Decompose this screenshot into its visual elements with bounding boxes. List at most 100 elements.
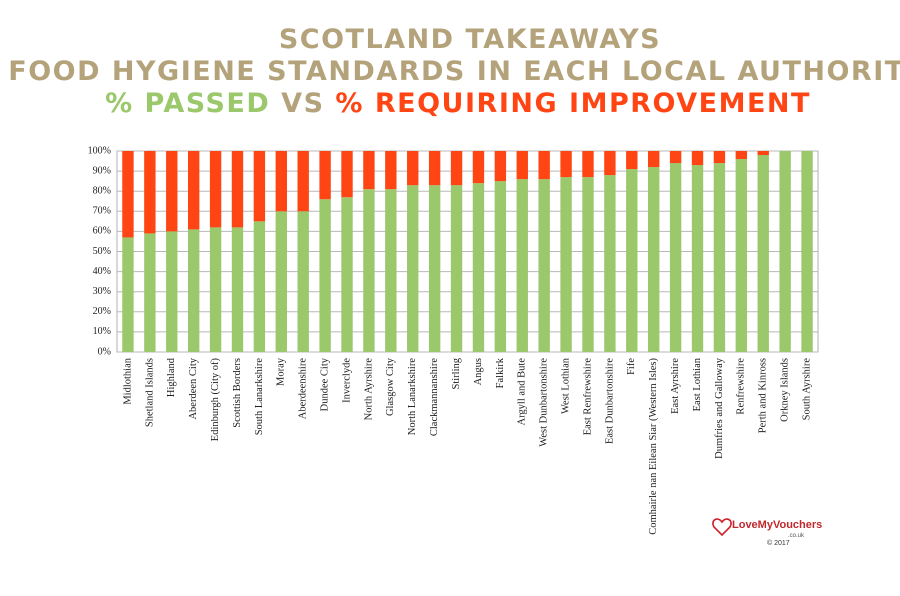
bar-segment <box>713 163 726 352</box>
bar-segment <box>209 151 222 228</box>
bar-segment <box>560 177 572 352</box>
x-tick-label: Orkney Islands <box>780 358 791 422</box>
bar-segment <box>735 151 748 160</box>
bar-segment <box>363 189 375 352</box>
bar-segment <box>582 151 594 178</box>
x-tick-label: West Dunbartonshire <box>539 358 550 447</box>
y-tick-label: 70% <box>93 206 111 217</box>
bar-segment <box>450 151 463 186</box>
y-tick-label: 50% <box>93 246 111 257</box>
bar-segment <box>407 151 419 186</box>
bar-segment <box>144 151 156 234</box>
x-tick-label: Clackmannanshire <box>429 358 440 436</box>
logo-name: LoveMyVouchers <box>732 519 822 531</box>
x-tick-label: Edinburgh (City of) <box>210 357 221 441</box>
bar-segment <box>779 151 791 352</box>
x-tick-label: Aberdeenshire <box>298 358 309 420</box>
x-tick-label: Dumfries and Galloway <box>714 357 725 459</box>
bar-segment <box>582 177 594 352</box>
x-tick-label: Perth and Kinross <box>758 358 769 433</box>
x-tick-label: West Lothian <box>560 357 571 414</box>
x-tick-label: East Lothian <box>692 357 703 411</box>
x-tick-label: Falkirk <box>495 357 506 388</box>
bar-segment <box>516 151 528 180</box>
bar-segment <box>231 151 244 228</box>
bar-segment <box>341 197 353 352</box>
bar-segment <box>187 229 200 352</box>
y-tick-label: 90% <box>93 165 111 176</box>
bar-segment <box>122 151 134 238</box>
x-tick-label: Fife <box>626 358 637 375</box>
x-tick-label: South Lanarkshire <box>254 358 265 436</box>
legend-entry: % PASSED <box>105 88 270 119</box>
bar-segment <box>428 185 441 352</box>
bar-segment <box>560 151 572 178</box>
bar-segment <box>472 183 485 352</box>
bar-segment <box>166 151 178 232</box>
x-tick-label: North Ayrshire <box>363 358 374 421</box>
x-tick-label: Stirling <box>451 357 462 389</box>
bar-segment <box>472 151 485 184</box>
bar-segment <box>319 199 331 352</box>
bar-segment <box>626 169 638 352</box>
bar-segment <box>385 151 397 190</box>
bar-segment <box>691 165 704 352</box>
y-tick-label: 60% <box>93 226 111 237</box>
x-tick-label: South Ayrshire <box>801 358 812 421</box>
bar-segment <box>604 151 616 176</box>
bar-segment <box>166 231 178 352</box>
y-tick-label: 20% <box>93 306 111 317</box>
x-tick-label: East Ayrshire <box>670 358 681 414</box>
bar-segment <box>341 151 353 198</box>
bar-segment <box>407 185 419 352</box>
logo-heart <box>712 518 732 537</box>
x-tick-label: Aberdeen City <box>188 357 199 419</box>
x-tick-label: North Lanarkshire <box>407 358 418 436</box>
logo-copyright: © 2017 <box>767 539 790 547</box>
bar-segment <box>122 237 134 352</box>
bar-segment <box>713 151 726 164</box>
x-tick-label: Dundee City <box>320 357 331 411</box>
bar-segment <box>757 155 769 352</box>
x-tick-label: Highland <box>166 357 177 397</box>
bar-segment <box>253 221 266 352</box>
bar-segment <box>494 151 507 182</box>
bar-segment <box>669 151 682 164</box>
bar-segment <box>604 175 616 352</box>
bar-segment <box>538 179 550 352</box>
bar-segment <box>735 159 748 352</box>
bar-segment <box>144 233 156 352</box>
bar-segment <box>297 211 309 352</box>
logo: LoveMyVouchers .co.uk © 2017 <box>712 518 822 547</box>
x-tick-label: Moray <box>276 357 287 386</box>
y-tick-label: 40% <box>93 266 111 277</box>
x-tick-label: Midlothian <box>122 357 133 404</box>
y-tick-label: 100% <box>88 145 111 156</box>
x-tick-label: Angus <box>473 358 484 385</box>
bar-segment <box>385 189 397 352</box>
logo-domain: .co.uk <box>788 533 805 539</box>
x-tick-label: East Renfrewshire <box>582 358 593 436</box>
x-tick-label: Inverclyde <box>341 358 352 403</box>
bar-segment <box>648 151 660 168</box>
bar-segment <box>538 151 550 180</box>
y-tick-label: 80% <box>93 185 111 196</box>
y-tick-label: 0% <box>98 346 111 357</box>
x-tick-label: Glasgow City <box>385 357 396 416</box>
bar-segment <box>275 211 287 352</box>
bar-segment <box>757 151 769 156</box>
bar-segment <box>669 163 682 352</box>
y-tick-label: 30% <box>93 286 111 297</box>
bar-segment <box>494 181 507 352</box>
x-tick-label: Shetland Islands <box>144 358 155 427</box>
y-tick-label: 10% <box>93 326 111 337</box>
legend-entry: % REQUIRING IMPROVEMENT <box>335 88 811 119</box>
bar-segment <box>450 185 463 352</box>
x-tick-label: Comhairle nan Eilean Siar (Western Isles… <box>648 358 659 535</box>
x-tick-label: Renfrewshire <box>736 358 747 415</box>
bar-segment <box>231 227 244 352</box>
bar-segment <box>253 151 266 222</box>
chart-title: SCOTLAND TAKEAWAYS <box>279 24 661 55</box>
x-tick-label: East Dunbartonshire <box>604 358 615 444</box>
bar-segment <box>516 179 528 352</box>
